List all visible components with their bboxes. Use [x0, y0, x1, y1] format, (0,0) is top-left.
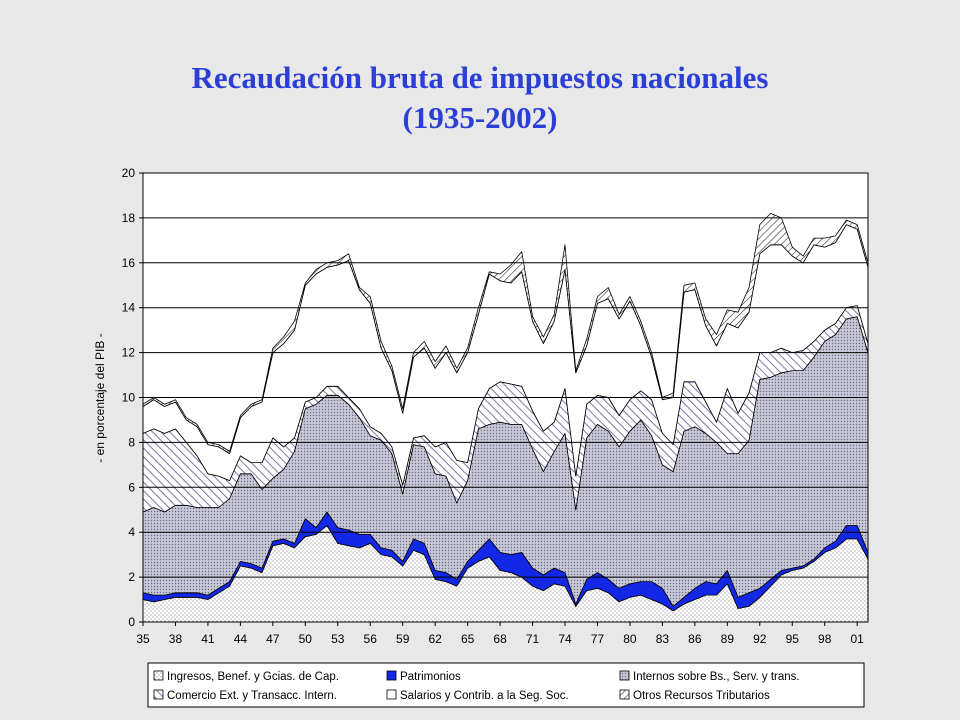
x-tick-label: 59: [396, 632, 410, 646]
legend-swatch-comercio-ext-y-transacc-intern: [153, 689, 164, 700]
legend-swatch-ingresos-benef-y-gcias-de-cap: [153, 670, 164, 681]
x-tick-label: 89: [721, 632, 735, 646]
x-tick-label: 65: [461, 632, 475, 646]
x-tick-label: 68: [493, 632, 507, 646]
x-tick-label: 71: [526, 632, 540, 646]
x-tick-label: 74: [558, 632, 572, 646]
y-tick-label: 0: [128, 615, 135, 629]
x-tick-label: 44: [234, 632, 248, 646]
x-tick-label: 86: [688, 632, 702, 646]
x-tick-label: 38: [169, 632, 183, 646]
x-tick-label: 41: [201, 632, 215, 646]
y-tick-label: 2: [128, 570, 135, 584]
y-tick-label: 6: [128, 480, 135, 494]
x-tick-label: 53: [331, 632, 345, 646]
legend-label-internos-sobre-bs-serv-y-trans: Internos sobre Bs., Serv. y trans.: [633, 671, 800, 683]
legend-label-ingresos-benef-y-gcias-de-cap: Ingresos, Benef. y Gcias. de Cap.: [167, 671, 339, 683]
legend-label-comercio-ext-y-transacc-intern: Comercio Ext. y Transacc. Intern.: [167, 690, 337, 702]
legend-label-salarios-y-contrib-a-la-seg-soc: Salarios y Contrib. a la Seg. Soc.: [400, 690, 569, 702]
x-tick-label: 01: [850, 632, 864, 646]
x-tick-label: 62: [428, 632, 442, 646]
x-tick-label: 56: [364, 632, 378, 646]
x-tick-label: 47: [266, 632, 280, 646]
chart-title-line2: (1935-2002): [402, 100, 558, 135]
chart-title-line1: Recaudación bruta de impuestos nacionale…: [191, 60, 769, 95]
x-tick-label: 98: [818, 632, 832, 646]
legend-label-patrimonios: Patrimonios: [400, 671, 461, 683]
legend-swatch-internos-sobre-bs-serv-y-trans: [619, 670, 630, 681]
y-tick-label: 12: [122, 346, 136, 360]
y-axis-label: - en porcentaje del PIB -: [93, 333, 107, 462]
x-tick-label: 35: [136, 632, 150, 646]
legend: Ingresos, Benef. y Gcias. de Cap. Patrimo…: [147, 662, 865, 708]
legend-box: [147, 662, 865, 708]
y-tick-label: 20: [122, 166, 136, 180]
y-tick-label: 8: [128, 435, 135, 449]
x-tick-label: 92: [753, 632, 767, 646]
y-tick-label: 4: [128, 525, 135, 539]
y-tick-label: 16: [122, 256, 136, 270]
legend-label-otros-recursos-tributarios: Otros Recursos Tributarios: [633, 690, 770, 702]
y-tick-label: 14: [122, 301, 136, 315]
x-tick-label: 80: [623, 632, 637, 646]
chart-title: Recaudación bruta de impuestos nacionale…: [0, 58, 960, 138]
x-tick-label: 83: [656, 632, 670, 646]
x-tick-label: 95: [786, 632, 800, 646]
y-tick-label: 18: [122, 211, 136, 225]
legend-swatch-otros-recursos-tributarios: [619, 689, 630, 700]
y-tick-label: 10: [122, 391, 136, 405]
legend-swatch-salarios-y-contrib-a-la-seg-soc: [386, 689, 397, 700]
legend-swatch-patrimonios: [386, 670, 397, 681]
plot-area: [142, 172, 869, 623]
x-tick-label: 50: [299, 632, 313, 646]
x-tick-label: 77: [591, 632, 605, 646]
